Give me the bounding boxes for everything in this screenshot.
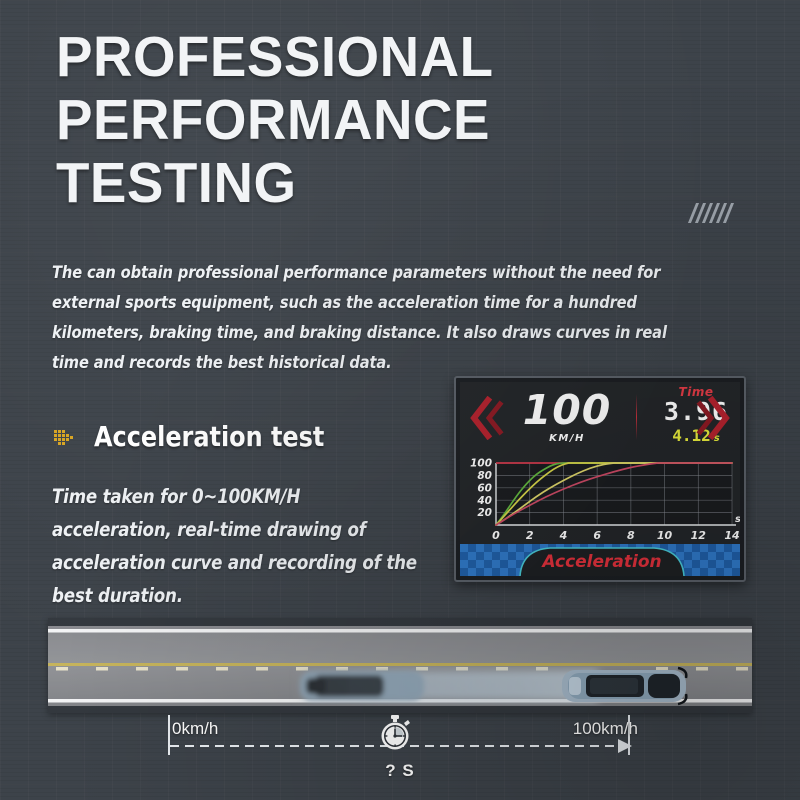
hud-speed-value: 100	[522, 386, 612, 434]
car-top-view-icon	[300, 671, 424, 701]
hud-footer-banner: Acceleration	[460, 544, 740, 576]
svg-text:14: 14	[724, 529, 739, 542]
hud-device: 100 KM/H Time 3.96 4.12 s	[454, 376, 746, 582]
svg-text:40: 40	[476, 495, 492, 507]
stopwatch-icon	[381, 715, 410, 750]
title-line-3: TESTING	[56, 151, 297, 215]
svg-text:s: s	[735, 514, 740, 525]
measure-bar: 0km/h 100km/h ? S	[150, 713, 650, 785]
svg-text:20: 20	[477, 507, 492, 519]
hud-best-unit: s	[713, 433, 720, 444]
svg-text:10: 10	[657, 529, 673, 542]
measure-duration-label: ? S	[385, 761, 415, 780]
svg-text:8: 8	[627, 529, 635, 542]
svg-text:100: 100	[470, 458, 492, 470]
svg-text:6: 6	[593, 529, 601, 542]
svg-text:0: 0	[492, 529, 500, 542]
svg-text:2: 2	[526, 529, 534, 542]
svg-text:60: 60	[477, 482, 492, 494]
hud-readout-row: 100 KM/H Time 3.96 4.12 s	[460, 382, 740, 455]
title-line-2: PERFORMANCE	[56, 88, 490, 152]
road-illustration	[48, 618, 752, 713]
hud-time-label: Time	[678, 385, 714, 399]
decorative-slashes	[687, 203, 735, 223]
car-top-view-icon	[562, 666, 688, 706]
section-heading-label: Acceleration test	[94, 420, 325, 453]
measure-start-label: 0km/h	[172, 719, 219, 738]
dotted-arrow-icon	[54, 429, 73, 445]
svg-text:4: 4	[559, 529, 568, 542]
measure-arrow-right-icon	[618, 739, 632, 753]
hud-speed-block: 100 KM/H	[508, 388, 626, 444]
double-chevron-right-icon	[696, 396, 730, 440]
hud-footer-svg: Acceleration	[460, 544, 740, 576]
road-svg	[48, 618, 752, 713]
measure-end-label: 100km/h	[572, 719, 638, 738]
section-body-text: Time taken for 0~100KM/H acceleration, r…	[52, 485, 417, 607]
hud-screen: 100 KM/H Time 3.96 4.12 s	[460, 382, 740, 576]
hud-divider	[636, 394, 637, 440]
hud-speed-unit: KM/H	[549, 433, 585, 444]
svg-text:80: 80	[477, 470, 492, 482]
measure-svg	[168, 715, 632, 755]
svg-text:12: 12	[691, 529, 707, 542]
section-heading: Acceleration test	[52, 420, 336, 453]
hud-footer-label: Acceleration	[540, 552, 661, 572]
page-title: PROFESSIONAL PERFORMANCE TESTING	[56, 26, 696, 215]
double-chevron-left-icon	[470, 396, 504, 440]
title-line-1: PROFESSIONAL	[56, 25, 494, 89]
intro-paragraph: The can obtain professional performance …	[52, 263, 667, 373]
